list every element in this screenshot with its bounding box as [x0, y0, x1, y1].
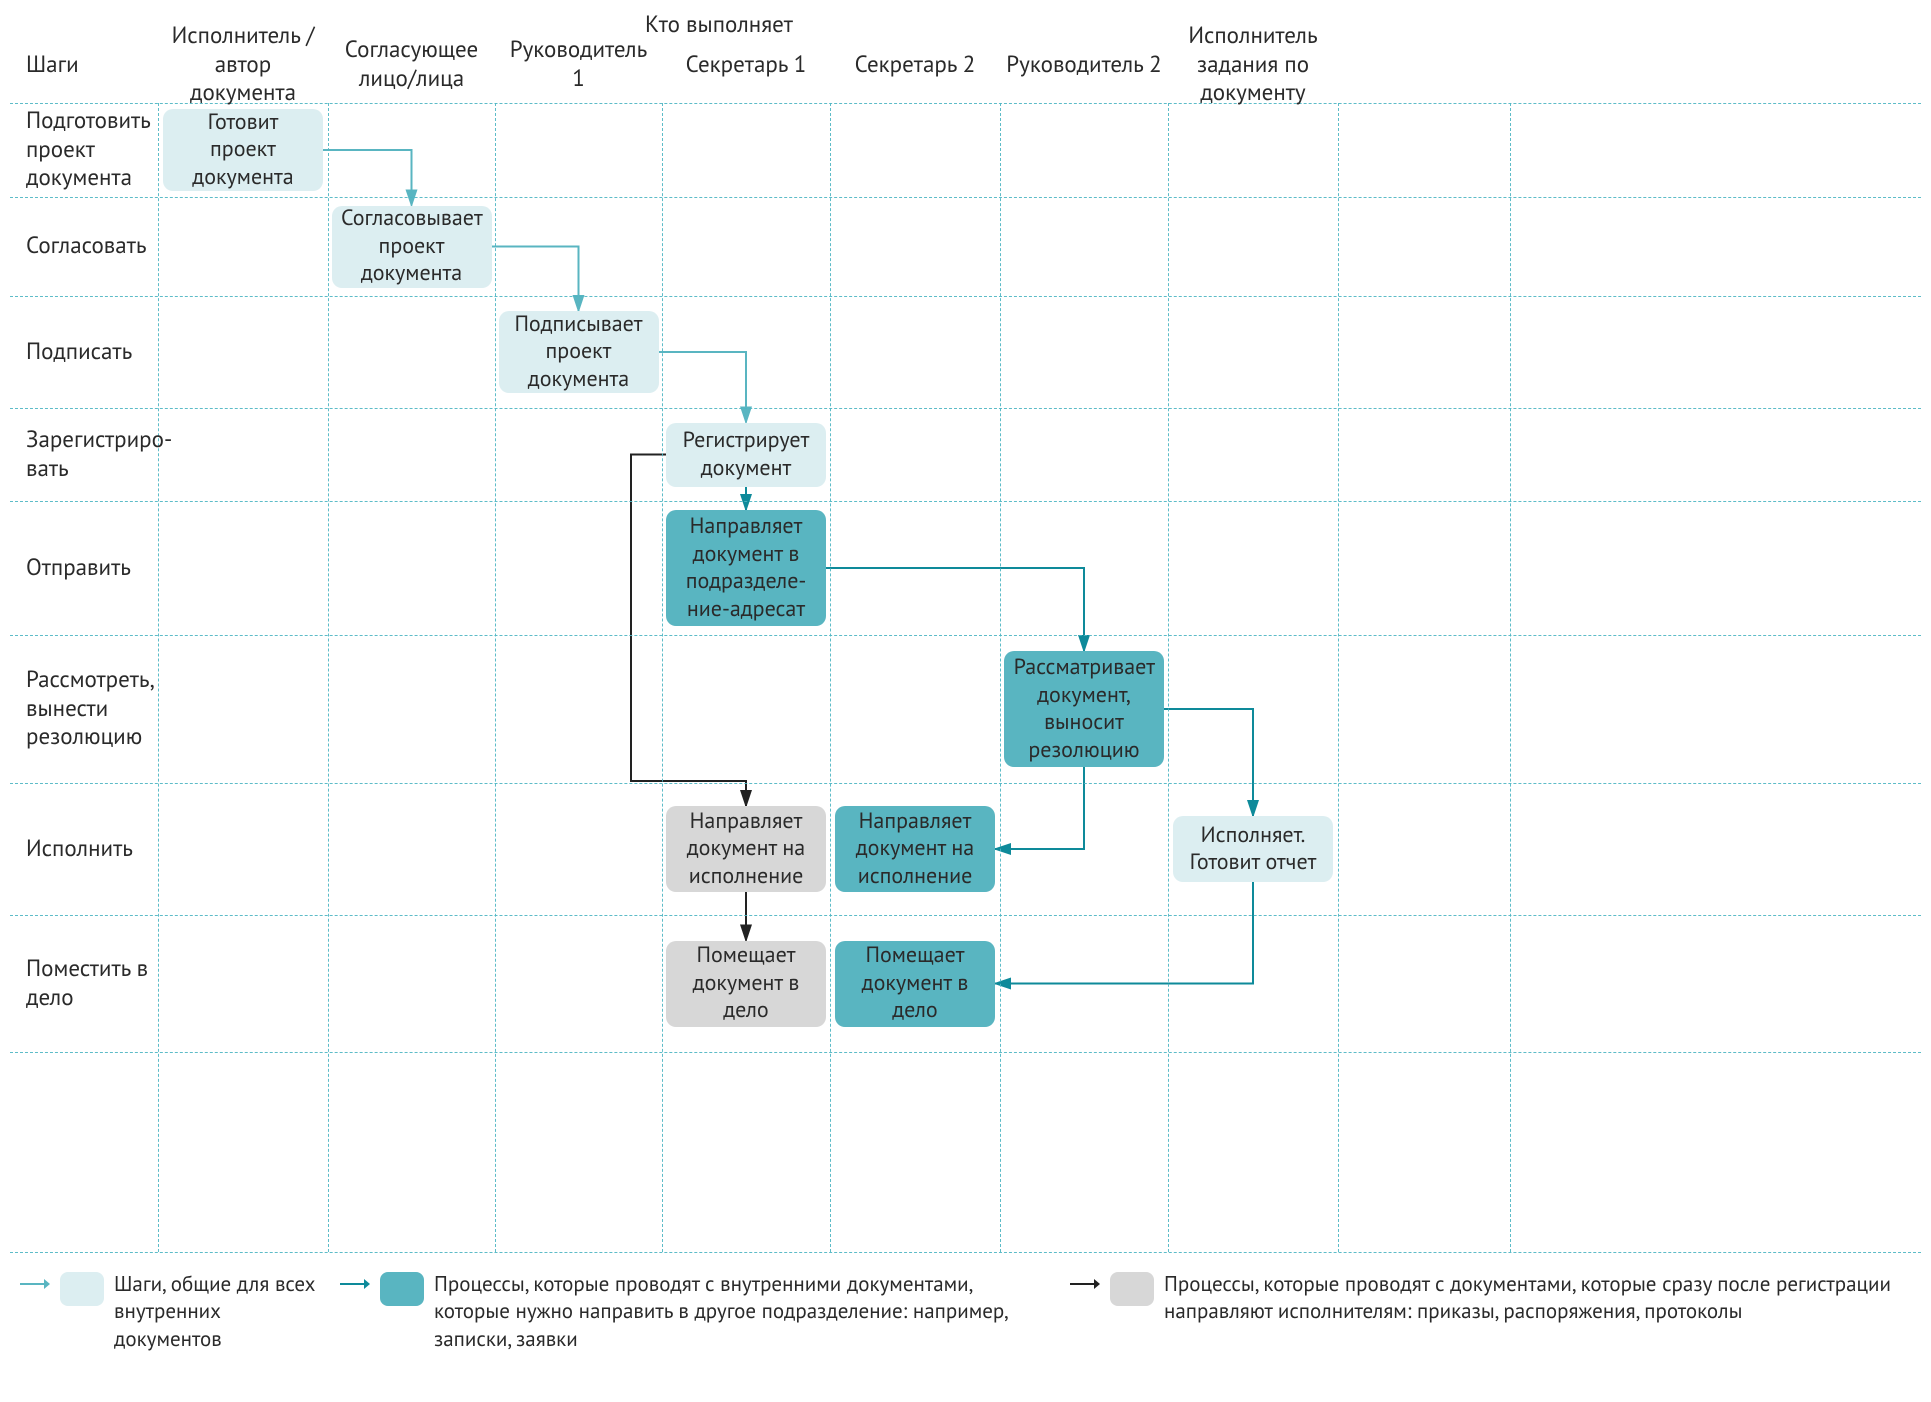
row-label: Отправить [20, 501, 158, 635]
row-label: Подготовить проект документа [20, 103, 158, 197]
legend-text: Шаги, общие для всех внутренних документ… [114, 1270, 320, 1352]
column-header: Руководитель 1 [495, 32, 662, 98]
connector [995, 767, 1084, 849]
connector [631, 455, 746, 807]
legend-swatch [1110, 1272, 1154, 1306]
flow-node: Подписывает проект документа [499, 311, 659, 393]
grid-line-h [10, 1252, 1921, 1253]
flow-node: Рассматривает документ, выносит резолюци… [1004, 651, 1164, 767]
row-label: Исполнить [20, 783, 158, 915]
connector [1164, 709, 1253, 816]
row-label: Зарегистриро­вать [20, 408, 158, 501]
legend-swatch [380, 1272, 424, 1306]
column-header: Исполнитель задания по документу [1168, 32, 1338, 98]
column-header: Исполнитель / автор документа [158, 32, 328, 98]
legend-swatch [60, 1272, 104, 1306]
legend-text: Процессы, которые проводят с документами… [1164, 1270, 1900, 1325]
flow-node: Исполняет. Готовит отчет [1173, 816, 1333, 882]
grid-line-h [10, 915, 1921, 916]
flow-node: Согласовывает проект документа [332, 206, 492, 288]
grid-line-v [1338, 103, 1339, 1252]
grid-line-h [10, 296, 1921, 297]
flow-node: Помещает документ в дело [666, 941, 826, 1027]
connector [492, 247, 579, 312]
flow-node: Направляет документ на исполнение [835, 806, 995, 892]
swimlane-diagram: Кто выполняет Шаги Исполнитель / автор д… [10, 10, 1921, 1392]
flow-node: Помещает документ в дело [835, 941, 995, 1027]
flow-node: Направляет документ в подразделе­ние-адр… [666, 510, 826, 626]
connector [659, 352, 747, 423]
legend-item: Процессы, которые проводят с внутренними… [340, 1270, 1040, 1352]
grid-line-v [1510, 103, 1511, 1252]
grid-line-v [328, 103, 329, 1252]
grid-line-h [10, 408, 1921, 409]
grid-line-h [10, 783, 1921, 784]
legend-item: Шаги, общие для всех внутренних документ… [20, 1270, 320, 1352]
grid-line-v [1168, 103, 1169, 1252]
legend-arrow-icon [1070, 1276, 1100, 1292]
row-label: Поместить в дело [20, 915, 158, 1052]
legend-arrow-icon [20, 1276, 50, 1292]
flow-node: Готовит проект документа [163, 109, 323, 191]
grid-line-v [1000, 103, 1001, 1252]
grid-line-h [10, 1052, 1921, 1053]
column-header: Секретарь 1 [662, 32, 830, 98]
grid-line-h [10, 197, 1921, 198]
connector [826, 568, 1084, 651]
row-label: Согласовать [20, 197, 158, 296]
legend-arrow-icon [340, 1276, 370, 1292]
column-header: Руководитель 2 [1000, 32, 1168, 98]
flow-node: Направляет документ на исполнение [666, 806, 826, 892]
column-header: Секретарь 2 [830, 32, 1000, 98]
column-header: Согласующее лицо/лица [328, 32, 495, 98]
grid-line-v [662, 103, 663, 1252]
legend-text: Процессы, которые проводят с внутренними… [434, 1270, 1040, 1352]
grid-line-v [830, 103, 831, 1252]
connector [995, 882, 1253, 984]
grid-line-h [10, 501, 1921, 502]
grid-line-v [158, 103, 159, 1252]
steps-header: Шаги [20, 40, 150, 90]
legend-item: Процессы, которые проводят с документами… [1070, 1270, 1900, 1325]
grid-line-h [10, 635, 1921, 636]
row-label: Рассмотреть, вынести резолюцию [20, 635, 158, 783]
grid-line-v [495, 103, 496, 1252]
flow-node: Регистрирует документ [666, 423, 826, 487]
row-label: Подписать [20, 296, 158, 408]
connector-layer [10, 10, 1921, 1392]
